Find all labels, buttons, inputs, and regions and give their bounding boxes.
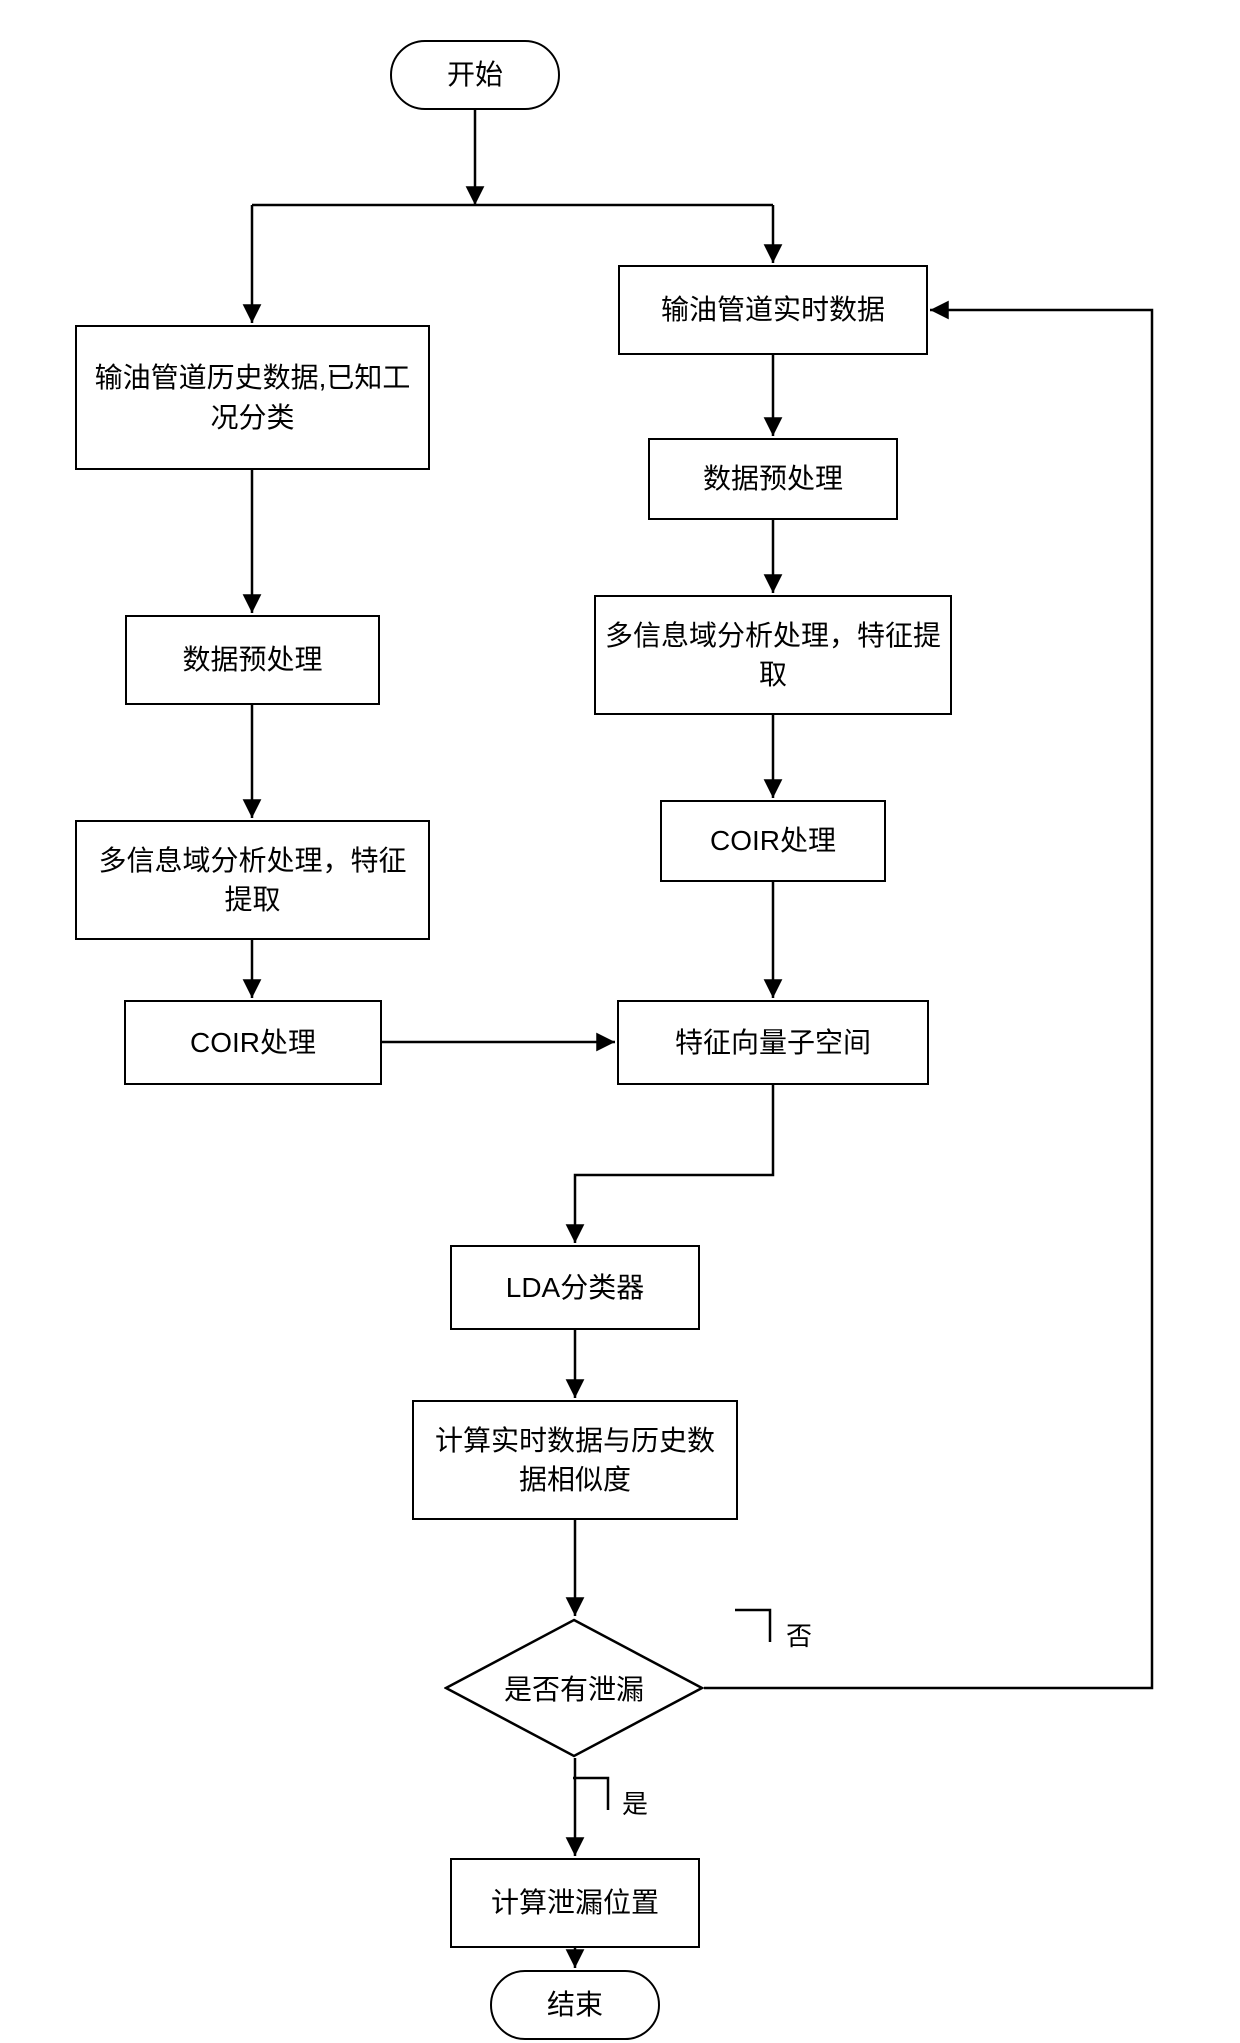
node-right3: 多信息域分析处理，特征提取 [594, 595, 952, 715]
node-decision-label: 是否有泄漏 [504, 1668, 644, 1708]
node-left2: 数据预处理 [125, 615, 380, 705]
node-left1-label: 输油管道历史数据,已知工况分类 [85, 358, 420, 436]
node-left2-label: 数据预处理 [182, 640, 322, 679]
edge-label-yes: 是 [618, 1784, 652, 1821]
node-start-label: 开始 [447, 55, 503, 94]
node-left1: 输油管道历史数据,已知工况分类 [75, 325, 430, 470]
node-right2-label: 数据预处理 [703, 459, 843, 498]
node-decision: 是否有泄漏 [444, 1618, 704, 1758]
node-right4-label: COIR处理 [710, 821, 836, 860]
node-end-label: 结束 [547, 1985, 603, 2024]
node-start: 开始 [390, 40, 560, 110]
node-calc: 计算实时数据与历史数据相似度 [412, 1400, 738, 1520]
edge-label-no: 否 [782, 1616, 816, 1653]
node-left3-label: 多信息域分析处理，特征提取 [85, 841, 420, 919]
node-left4-label: COIR处理 [190, 1023, 316, 1062]
node-lda: LDA分类器 [450, 1245, 700, 1330]
node-leak-label: 计算泄漏位置 [491, 1883, 659, 1922]
node-left4: COIR处理 [124, 1000, 382, 1085]
node-left3: 多信息域分析处理，特征提取 [75, 820, 430, 940]
node-right4: COIR处理 [660, 800, 886, 882]
node-end: 结束 [490, 1970, 660, 2040]
node-leak: 计算泄漏位置 [450, 1858, 700, 1948]
node-calc-label: 计算实时数据与历史数据相似度 [422, 1421, 728, 1499]
node-merge-label: 特征向量子空间 [675, 1023, 871, 1062]
node-merge: 特征向量子空间 [617, 1000, 929, 1085]
node-right2: 数据预处理 [648, 438, 898, 520]
flowchart-canvas: 开始 结束 输油管道历史数据,已知工况分类 数据预处理 多信息域分析处理，特征提… [0, 0, 1240, 2043]
node-right1-label: 输油管道实时数据 [661, 290, 885, 329]
node-right1: 输油管道实时数据 [618, 265, 928, 355]
node-right3-label: 多信息域分析处理，特征提取 [604, 616, 942, 694]
node-lda-label: LDA分类器 [506, 1268, 644, 1307]
